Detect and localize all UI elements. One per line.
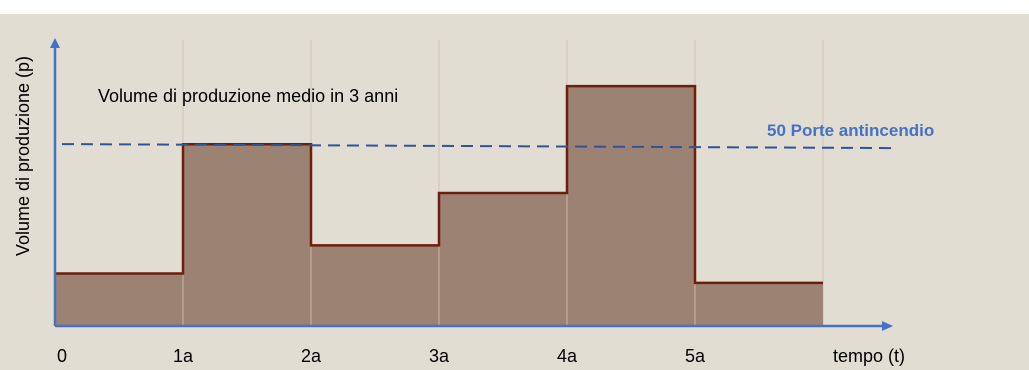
bar (695, 282, 823, 326)
axes (50, 38, 893, 331)
chart-title: Volume di produzione medio in 3 anni (98, 86, 398, 106)
x-axis-arrow (882, 321, 893, 331)
x-tick-label: 3a (429, 346, 450, 366)
reference-line (61, 143, 896, 150)
bar (311, 245, 439, 326)
bar (183, 144, 311, 326)
bar (439, 192, 567, 326)
x-axis-label: tempo (t) (833, 346, 905, 366)
x-tick-label: 1a (173, 346, 194, 366)
bars-group (55, 86, 823, 326)
bar-outline-step (55, 84, 823, 285)
y-axis-label: Volume di produzione (p) (13, 56, 33, 256)
x-tick-label: 0 (57, 346, 67, 366)
x-tick-label: 4a (557, 346, 578, 366)
bar (55, 273, 183, 326)
reference-line-label: 50 Porte antincendio (767, 121, 934, 140)
x-tick-labels: 0 1a 2a 3a 4a 5a (57, 346, 706, 366)
bar (567, 86, 695, 326)
x-tick-label: 2a (301, 346, 322, 366)
y-axis-arrow (50, 38, 60, 48)
x-tick-label: 5a (685, 346, 706, 366)
